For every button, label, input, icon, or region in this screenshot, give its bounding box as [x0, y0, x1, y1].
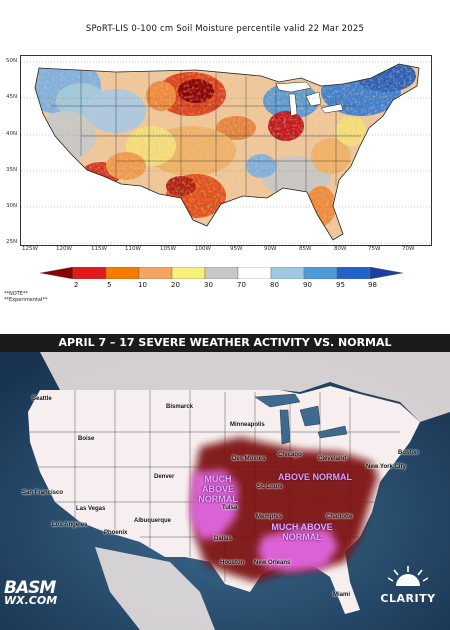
city-label: Boise: [78, 436, 95, 442]
colorbar-segment: [270, 267, 305, 279]
colorbar-label: 70: [237, 281, 246, 289]
clarity-logo-text: CLARITY: [380, 592, 436, 605]
region-label-line: NORMAL: [282, 532, 322, 542]
severe-weather-title: APRIL 7 – 17 SEVERE WEATHER ACTIVITY VS.…: [0, 334, 450, 352]
lon-label: 90W: [264, 246, 277, 252]
state-boundaries: [51, 70, 366, 196]
colorbar-segment: [303, 267, 338, 279]
city-label: Dallas: [214, 536, 232, 542]
lon-label: 100W: [195, 246, 211, 252]
city-label: Tulsa: [222, 505, 238, 511]
colorbar-segment: [105, 267, 140, 279]
city-label: Houston: [220, 560, 245, 566]
colorbar: [40, 267, 404, 279]
lat-label: 45N: [6, 94, 18, 100]
experimental-label: **Experimental**: [4, 297, 48, 303]
great-lakes-bottom: [254, 393, 348, 445]
colorbar-label: 10: [138, 281, 147, 289]
much-above-normal-west-label: MUCH ABOVE NORMAL: [188, 474, 248, 504]
city-label: Denver: [154, 474, 175, 480]
city-label: Charlotte: [326, 514, 353, 520]
city-label: New York City: [366, 464, 406, 470]
colorbar-label: 20: [171, 281, 180, 289]
lat-lon-grid: [21, 61, 431, 244]
city-label: Albuquerque: [134, 518, 171, 524]
basm-logo-url: WX.COM: [4, 594, 58, 607]
colorbar-label: 5: [107, 281, 112, 289]
region-label-line: MUCH ABOVE: [201, 474, 234, 494]
canada-land: [40, 352, 450, 422]
sun-icon: [387, 566, 429, 586]
colorbar-segment: [369, 267, 404, 279]
colorbar-segment: [138, 267, 173, 279]
lat-label: 25N: [6, 239, 18, 245]
soil-moisture-title: SPoRT-LIS 0-100 cm Soil Moisture percent…: [85, 24, 365, 34]
city-label: San Francisco: [22, 490, 64, 496]
colorbar-segment: [336, 267, 371, 279]
city-label: New Orleans: [254, 560, 291, 566]
much-above-normal-south-region: [258, 527, 338, 572]
clarity-logo: CLARITY: [368, 566, 448, 605]
colorbar-label: 95: [336, 281, 345, 289]
city-label: Des Moines: [232, 456, 266, 462]
much-above-normal-south-label: MUCH ABOVE NORMAL: [262, 522, 342, 542]
lon-label: 120W: [56, 246, 72, 252]
us-outline: [34, 63, 420, 241]
colorbar-label: 80: [270, 281, 279, 289]
colorbar-segment: [40, 267, 74, 279]
colorbar-label: 98: [368, 281, 377, 289]
lon-label: 125W: [22, 246, 38, 252]
lon-label: 115W: [91, 246, 107, 252]
city-label: Bismarck: [166, 404, 194, 410]
colorbar-label: 2: [74, 281, 79, 289]
lon-label: 110W: [125, 246, 141, 252]
city-label: Memphis: [256, 514, 283, 520]
lon-label: 85W: [299, 246, 312, 252]
basm-logo: BASM WX.COM: [4, 578, 84, 607]
city-label: Chicago: [278, 452, 302, 458]
city-label: Las Vegas: [76, 506, 106, 512]
lat-label: 40N: [6, 131, 18, 137]
basm-logo-text: BASM: [4, 578, 56, 598]
severe-weather-map: [0, 352, 450, 630]
lon-label: 105W: [160, 246, 176, 252]
lon-label: 75W: [368, 246, 381, 252]
note-label: **NOTE**: [4, 291, 28, 297]
colorbar-segment: [237, 267, 272, 279]
soil-moisture-map: [20, 55, 432, 246]
lon-label: 95W: [230, 246, 243, 252]
city-label: Boston: [398, 450, 419, 456]
lat-label: 35N: [6, 167, 18, 173]
colorbar-segment: [171, 267, 206, 279]
mexico-land: [95, 547, 215, 630]
great-lakes: [275, 81, 344, 117]
colorbar-segment: [204, 267, 239, 279]
lat-label: 30N: [6, 203, 18, 209]
city-label: Miami: [333, 592, 351, 598]
colorbar-label: 30: [204, 281, 213, 289]
city-label: Seattle: [32, 396, 52, 402]
city-label: Los Angeles: [52, 522, 88, 528]
soil-moisture-field: [35, 64, 419, 240]
city-label: Minneapolis: [230, 422, 265, 428]
region-label-line: NORMAL: [198, 494, 238, 504]
soil-moisture-map-canvas: [21, 61, 431, 244]
severe-weather-panel: APRIL 7 – 17 SEVERE WEATHER ACTIVITY VS.…: [0, 334, 450, 630]
city-label: Cleveland: [318, 456, 347, 462]
lat-label: 50N: [6, 58, 18, 64]
city-label: St. Louis: [257, 484, 283, 490]
much-above-normal-west-region: [190, 470, 238, 540]
colorbar-segment: [72, 267, 107, 279]
region-label-line: MUCH ABOVE: [271, 522, 333, 532]
colorbar-segments: [40, 267, 404, 279]
lon-label: 80W: [334, 246, 347, 252]
colorbar-label: 90: [303, 281, 312, 289]
city-label: Phoenix: [104, 530, 128, 536]
lon-label: 70W: [402, 246, 415, 252]
above-normal-label: ABOVE NORMAL: [278, 472, 352, 482]
